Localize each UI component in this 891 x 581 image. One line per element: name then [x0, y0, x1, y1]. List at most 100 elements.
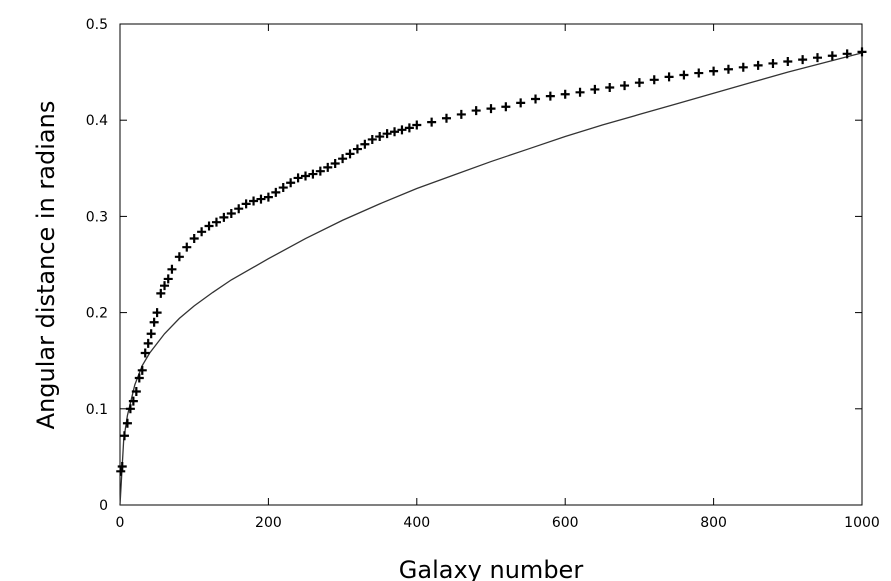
data-point	[197, 227, 207, 237]
data-point	[352, 144, 362, 154]
data-point	[211, 217, 221, 227]
data-point	[226, 209, 236, 219]
data-point	[163, 274, 173, 284]
data-point	[783, 57, 793, 67]
x-tick-label: 1000	[844, 515, 880, 531]
data-point	[397, 125, 407, 135]
data-point	[471, 106, 481, 116]
data-point	[338, 154, 348, 164]
data-point	[122, 418, 132, 428]
data-point	[605, 82, 615, 92]
data-point	[427, 117, 437, 127]
data-point	[256, 194, 266, 204]
data-point	[360, 139, 370, 149]
x-axis-title: Galaxy number	[399, 556, 584, 581]
y-tick-label: 0.3	[86, 209, 108, 225]
data-point	[590, 84, 600, 94]
data-point	[204, 221, 214, 231]
data-point	[263, 192, 273, 202]
data-point	[160, 281, 170, 291]
data-point	[679, 70, 689, 80]
data-point	[278, 183, 288, 193]
data-point	[301, 171, 310, 181]
data-point	[709, 66, 719, 76]
axis-tick-labels: 0 200 400 600 800 1000 0 0.1 0.2 0.3 0.4 0.5	[86, 17, 880, 531]
data-point	[404, 123, 414, 133]
series-line-curve	[119, 52, 863, 506]
data-point	[768, 58, 778, 68]
data-point	[323, 162, 333, 172]
data-point	[753, 60, 763, 70]
data-point	[375, 132, 385, 142]
data-point	[315, 166, 325, 176]
data-point	[131, 386, 141, 396]
data-point	[219, 212, 229, 222]
data-point	[149, 317, 159, 327]
axis-ticks	[119, 23, 863, 506]
data-point	[140, 348, 150, 358]
data-point	[345, 149, 355, 159]
data-point	[738, 62, 748, 72]
data-point	[143, 338, 153, 348]
x-tick-label: 200	[255, 515, 282, 531]
data-point	[119, 431, 129, 441]
y-tick-label: 0.5	[86, 17, 108, 33]
data-point	[241, 199, 251, 209]
data-point	[620, 81, 630, 91]
data-point	[441, 113, 451, 123]
data-point	[116, 466, 126, 476]
data-point	[456, 109, 466, 119]
data-point	[560, 89, 570, 99]
data-point	[156, 288, 166, 298]
data-point	[174, 252, 184, 262]
data-point	[125, 404, 135, 414]
data-point	[634, 78, 644, 88]
data-point	[189, 234, 199, 244]
y-tick-label: 0.2	[86, 306, 108, 322]
data-point	[117, 462, 127, 472]
x-tick-label: 0	[116, 515, 125, 531]
data-point	[152, 308, 162, 318]
y-axis-title: Angular distance in radians	[32, 101, 60, 430]
x-tick-label: 600	[552, 515, 579, 531]
y-tick-label: 0.4	[86, 113, 108, 129]
data-point	[516, 98, 526, 108]
data-point	[649, 75, 659, 85]
data-point	[857, 47, 867, 57]
data-point	[146, 329, 156, 339]
data-point	[134, 373, 144, 383]
data-point	[664, 72, 674, 82]
data-point	[575, 87, 585, 97]
data-point	[137, 365, 147, 375]
y-tick-label: 0.1	[86, 402, 108, 418]
data-point	[545, 91, 555, 101]
data-point	[293, 173, 303, 183]
y-tick-label: 0	[99, 498, 108, 514]
data-point	[128, 396, 138, 406]
data-point	[330, 158, 340, 168]
data-point	[271, 187, 281, 197]
data-point	[382, 129, 392, 139]
data-point	[390, 127, 400, 137]
x-tick-label: 400	[403, 515, 430, 531]
data-point	[308, 169, 318, 179]
data-point	[531, 94, 541, 104]
data-point	[367, 134, 377, 144]
data-point	[412, 120, 422, 130]
x-tick-label: 800	[700, 515, 727, 531]
data-point	[501, 102, 511, 112]
data-point	[234, 204, 244, 214]
data-point	[249, 196, 259, 206]
data-point	[798, 55, 808, 65]
series-scatter-points	[116, 47, 867, 476]
data-point	[842, 49, 852, 59]
data-point	[827, 51, 837, 61]
data-point	[694, 68, 704, 78]
plot-frame	[119, 23, 863, 506]
data-point	[812, 53, 822, 63]
data-point	[167, 264, 177, 274]
data-point	[182, 242, 192, 252]
data-point	[723, 64, 733, 74]
data-point	[486, 104, 496, 114]
